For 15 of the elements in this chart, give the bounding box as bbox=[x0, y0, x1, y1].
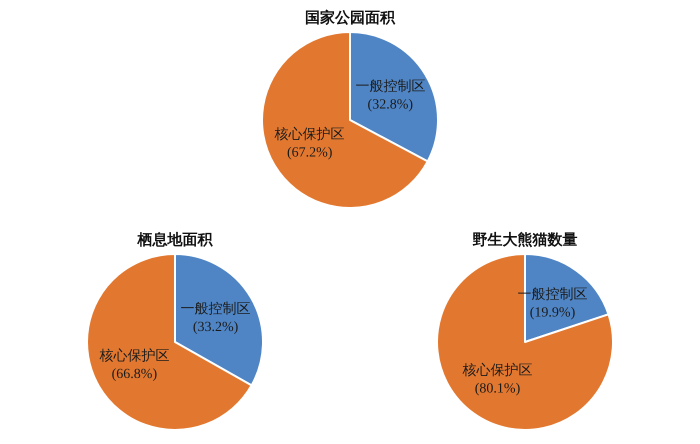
slice-label: 一般控制区 bbox=[518, 286, 588, 302]
slice-label: 核心保护区 bbox=[274, 126, 345, 143]
slice-label: 核心保护区 bbox=[98, 348, 170, 364]
slice-label: 一般控制区 bbox=[355, 78, 426, 94]
data-label: (80.1%) bbox=[474, 382, 521, 397]
chart-title: 栖息地面积 bbox=[136, 232, 214, 248]
data-label: (32.8%) bbox=[368, 97, 414, 112]
chart-title: 国家公园面积 bbox=[305, 8, 396, 26]
slice-label: 一般控制区 bbox=[180, 300, 251, 317]
data-label: (66.8%) bbox=[112, 367, 158, 382]
chart-title: 野生大熊猫数量 bbox=[472, 232, 578, 248]
data-label: (33.2%) bbox=[192, 320, 239, 335]
data-label: (67.2%) bbox=[286, 146, 333, 161]
data-label: (19.9%) bbox=[530, 305, 576, 320]
slice-label: 核心保护区 bbox=[461, 362, 532, 379]
